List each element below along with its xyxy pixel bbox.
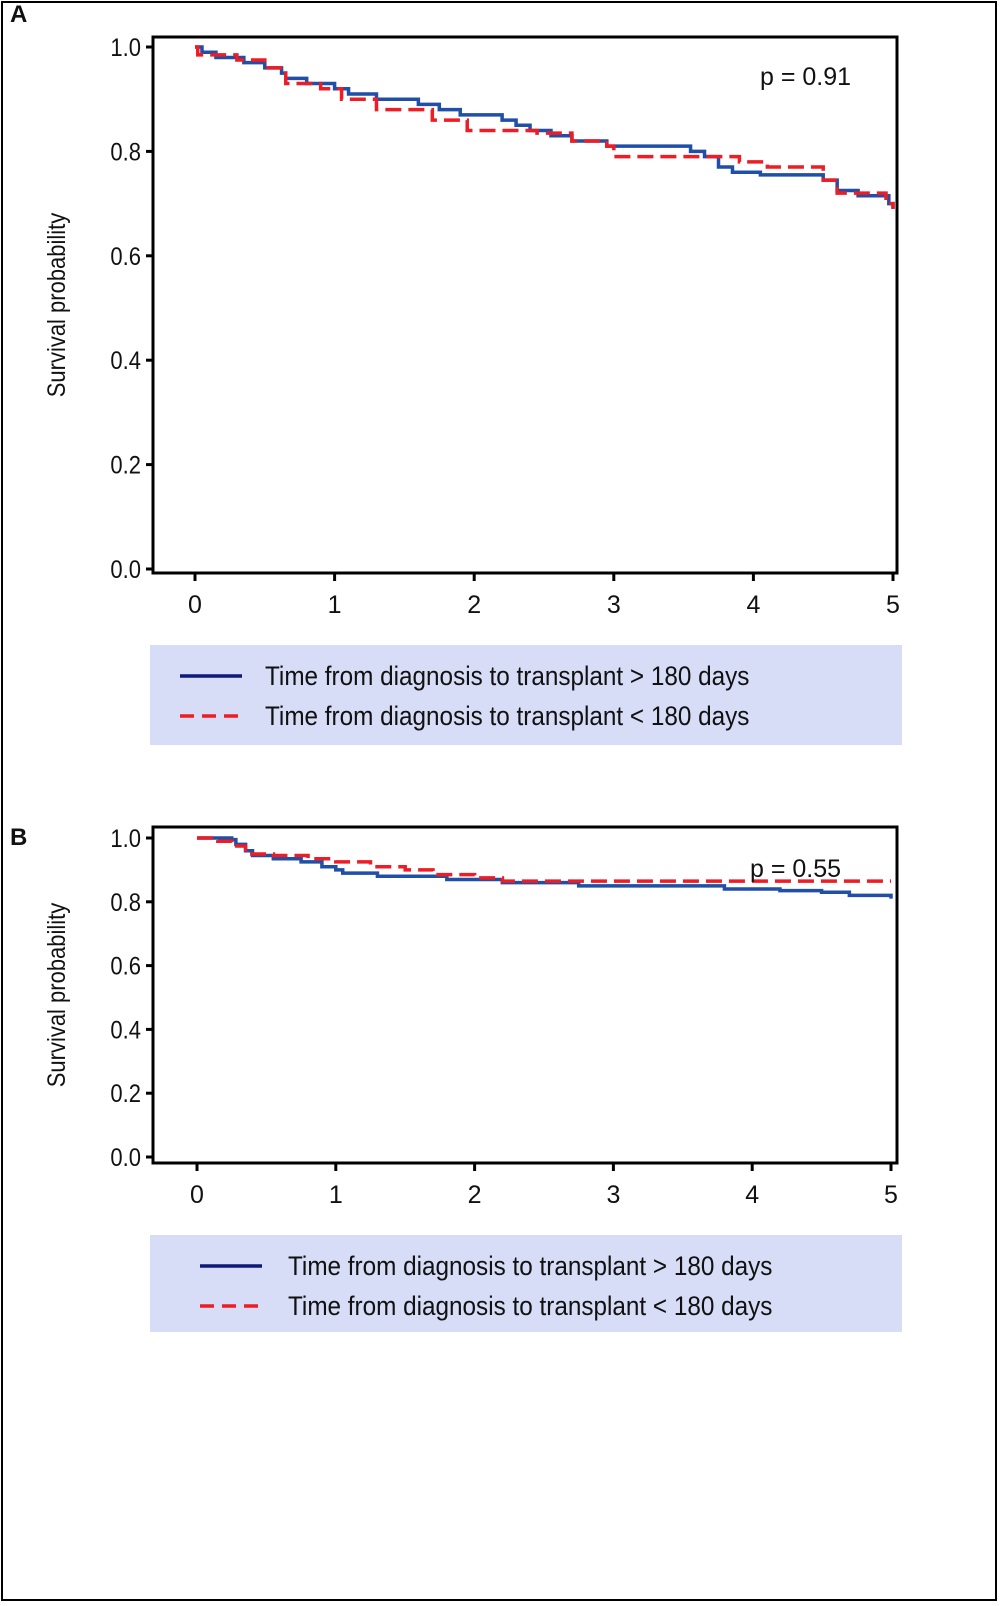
x-tick-label: 5 — [886, 591, 900, 619]
x-tick-label: 1 — [328, 591, 342, 619]
y-tick-label: 0.8 — [110, 889, 141, 917]
legend: Time from diagnosis to transplant > 180 … — [150, 645, 902, 745]
x-tick-label: 3 — [607, 591, 621, 619]
x-tick-label: 4 — [745, 1181, 759, 1209]
x-tick-label: 5 — [884, 1181, 898, 1209]
x-tick-label: 2 — [468, 1181, 482, 1209]
x-tick-label: 0 — [190, 1181, 204, 1209]
y-tick-label: 0.4 — [110, 1016, 141, 1044]
y-tick-label: 0.2 — [110, 451, 141, 479]
legend-entry-1: Time from diagnosis to transplant > 180 … — [265, 662, 749, 691]
y-tick-label: 0.6 — [110, 952, 141, 980]
legend-entry-2: Time from diagnosis to transplant < 180 … — [265, 702, 749, 731]
survival-curve-1 — [195, 45, 895, 209]
survival-curve-2 — [195, 45, 895, 209]
x-tick-label: 2 — [467, 591, 481, 619]
y-tick-label: 0.8 — [110, 138, 141, 166]
panel-label: B — [10, 824, 27, 851]
y-tick-label: 0.0 — [110, 1144, 141, 1172]
y-tick-label: 0.2 — [110, 1080, 141, 1108]
panel-a: A 0.0 0.2 0.4 0.6 0.8 1.0 0 1 2 3 4 5 Survival probab… — [10, 1, 902, 745]
y-tick-label: 0.6 — [110, 243, 141, 271]
plot-frame — [151, 35, 899, 575]
panel-label: A — [10, 1, 27, 28]
y-tick-label: 0.4 — [110, 347, 141, 375]
x-tick-label: 4 — [746, 591, 760, 619]
panel-b: B 0.0 0.2 0.4 0.6 0.8 1.0 0 1 2 3 4 5 Survival probab… — [10, 824, 902, 1332]
x-tick-label: 3 — [606, 1181, 620, 1209]
y-tick-label: 0.0 — [110, 556, 141, 584]
y-tick-label: 1.0 — [110, 34, 141, 62]
y-axis-label: Survival probability — [43, 903, 71, 1088]
legend: Time from diagnosis to transplant > 180 … — [150, 1235, 902, 1332]
p-value-annotation: p = 0.55 — [750, 855, 841, 883]
legend-background — [150, 1235, 902, 1332]
x-tick-label: 0 — [188, 591, 202, 619]
plot-frame — [151, 825, 899, 1165]
legend-entry-2: Time from diagnosis to transplant < 180 … — [288, 1292, 772, 1321]
x-tick-label: 1 — [329, 1181, 343, 1209]
survival-curve-2 — [197, 836, 891, 883]
legend-entry-1: Time from diagnosis to transplant > 180 … — [288, 1252, 772, 1281]
p-value-annotation: p = 0.91 — [760, 63, 851, 91]
y-tick-label: 1.0 — [110, 825, 141, 853]
legend-background — [150, 645, 902, 745]
y-axis-label: Survival probability — [43, 213, 71, 398]
